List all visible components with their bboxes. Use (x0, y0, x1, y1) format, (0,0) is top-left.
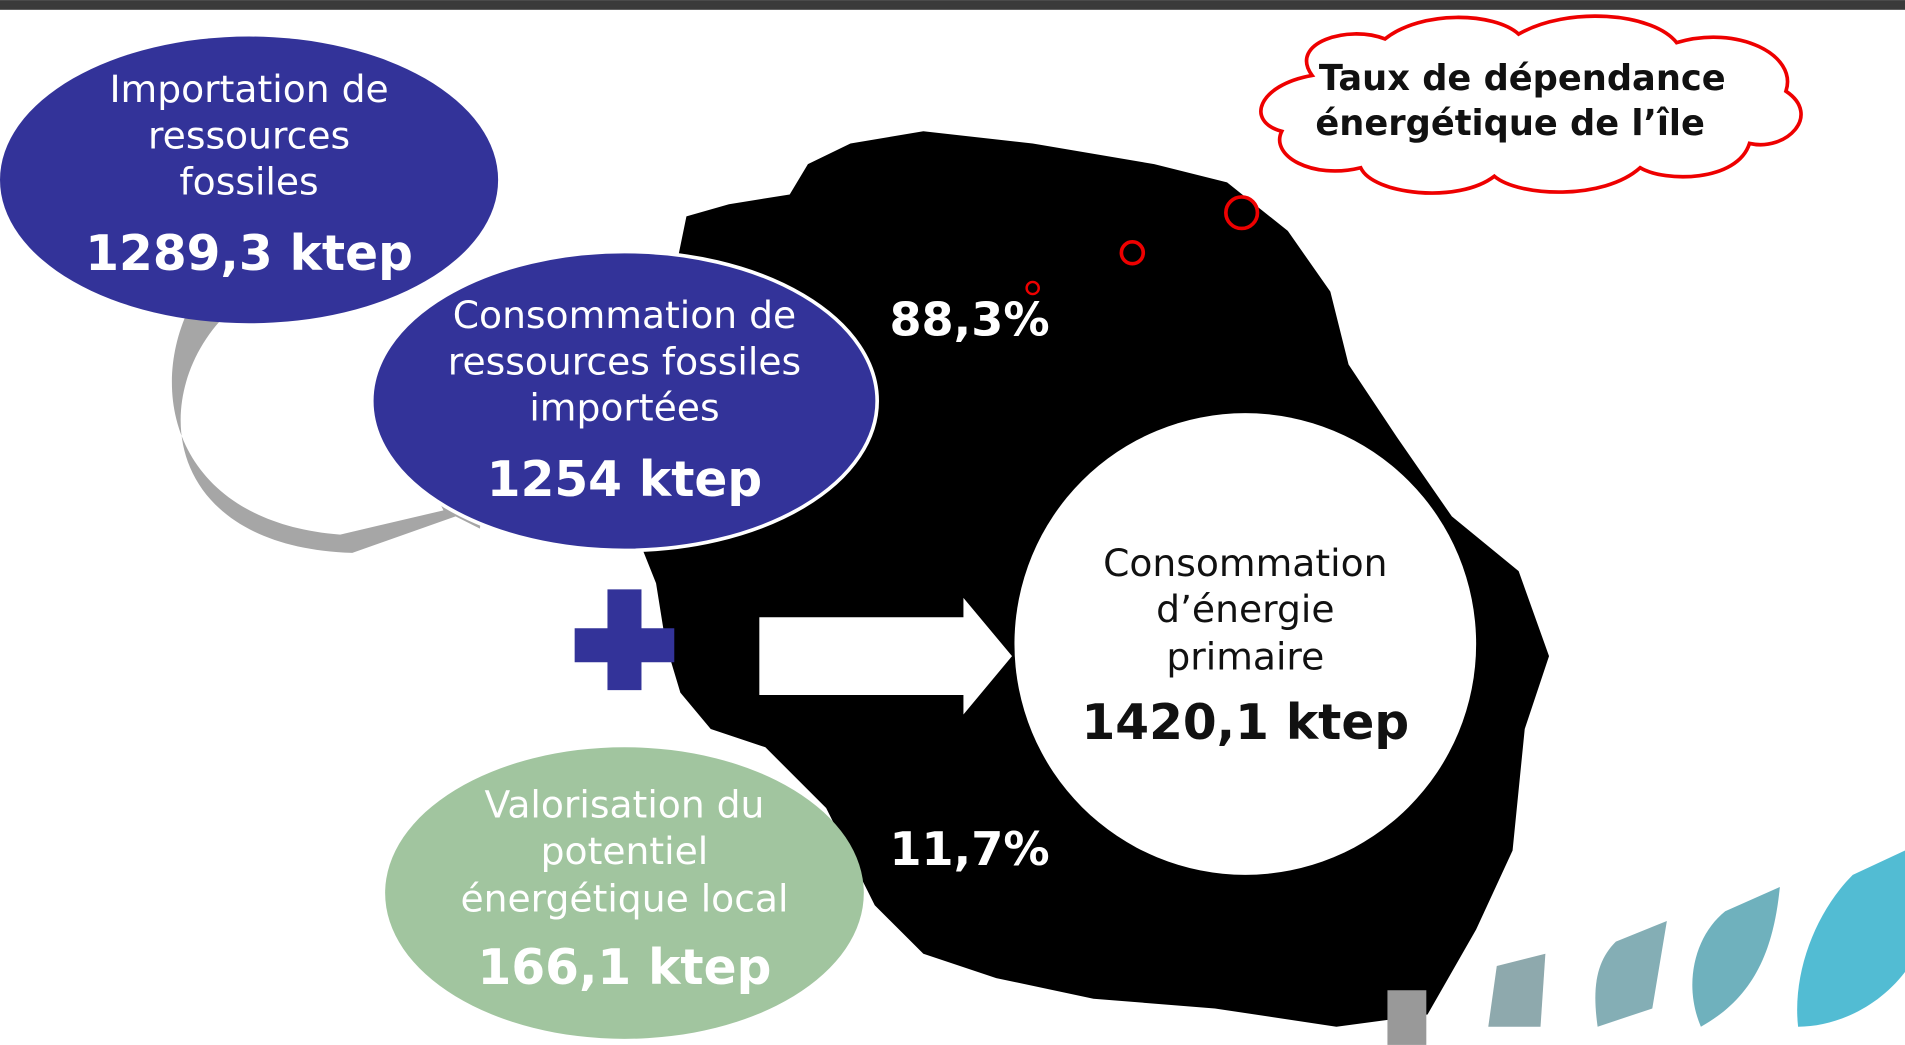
node-ellipse (0, 36, 499, 324)
node-label: ressources fossiles (448, 339, 801, 383)
node-value: 1254 ktep (487, 452, 762, 508)
node-label: d’énergie (1156, 587, 1334, 631)
node-label: Valorisation du (485, 783, 765, 827)
decoration (1488, 953, 1546, 1027)
node-ellipse (369, 249, 879, 553)
share-label: 11,7% (889, 822, 1049, 876)
texts: Importation de ressources fossiles 1289,… (85, 58, 1725, 996)
callout-text: Taux de dépendance (1319, 58, 1726, 99)
node-circle (1014, 413, 1477, 875)
callout-dot (1025, 280, 1040, 296)
node-value: 1420,1 ktep (1081, 695, 1409, 751)
arrow (759, 597, 1013, 715)
curved-arrow (171, 309, 486, 553)
callout-cloud (1259, 14, 1803, 195)
node-label: Importation de (109, 67, 388, 111)
node-value: 166,1 ktep (478, 940, 772, 996)
decoration (1692, 886, 1780, 1027)
plus-sign (574, 589, 675, 691)
node-value: 1289,3 ktep (85, 226, 413, 282)
decoration (1595, 920, 1667, 1027)
node-label: fossiles (179, 159, 318, 203)
callout-dot (1119, 240, 1146, 266)
node-label: énergétique local (460, 876, 788, 920)
node-label: Consommation (1103, 541, 1387, 585)
decoration (1797, 850, 1905, 1027)
node-label: Consommation de (453, 293, 796, 337)
node-ellipse (385, 747, 864, 1039)
decoration (1387, 990, 1427, 1045)
node-label: ressources (148, 113, 350, 157)
share-label: 88,3% (889, 292, 1049, 346)
node-label: importées (529, 385, 719, 429)
node-label: primaire (1166, 635, 1324, 679)
top-bar (0, 0, 1905, 10)
callout-dot (1224, 195, 1260, 231)
node-label: potentiel (541, 829, 709, 873)
callout-text: énergétique de l’île (1315, 103, 1705, 144)
